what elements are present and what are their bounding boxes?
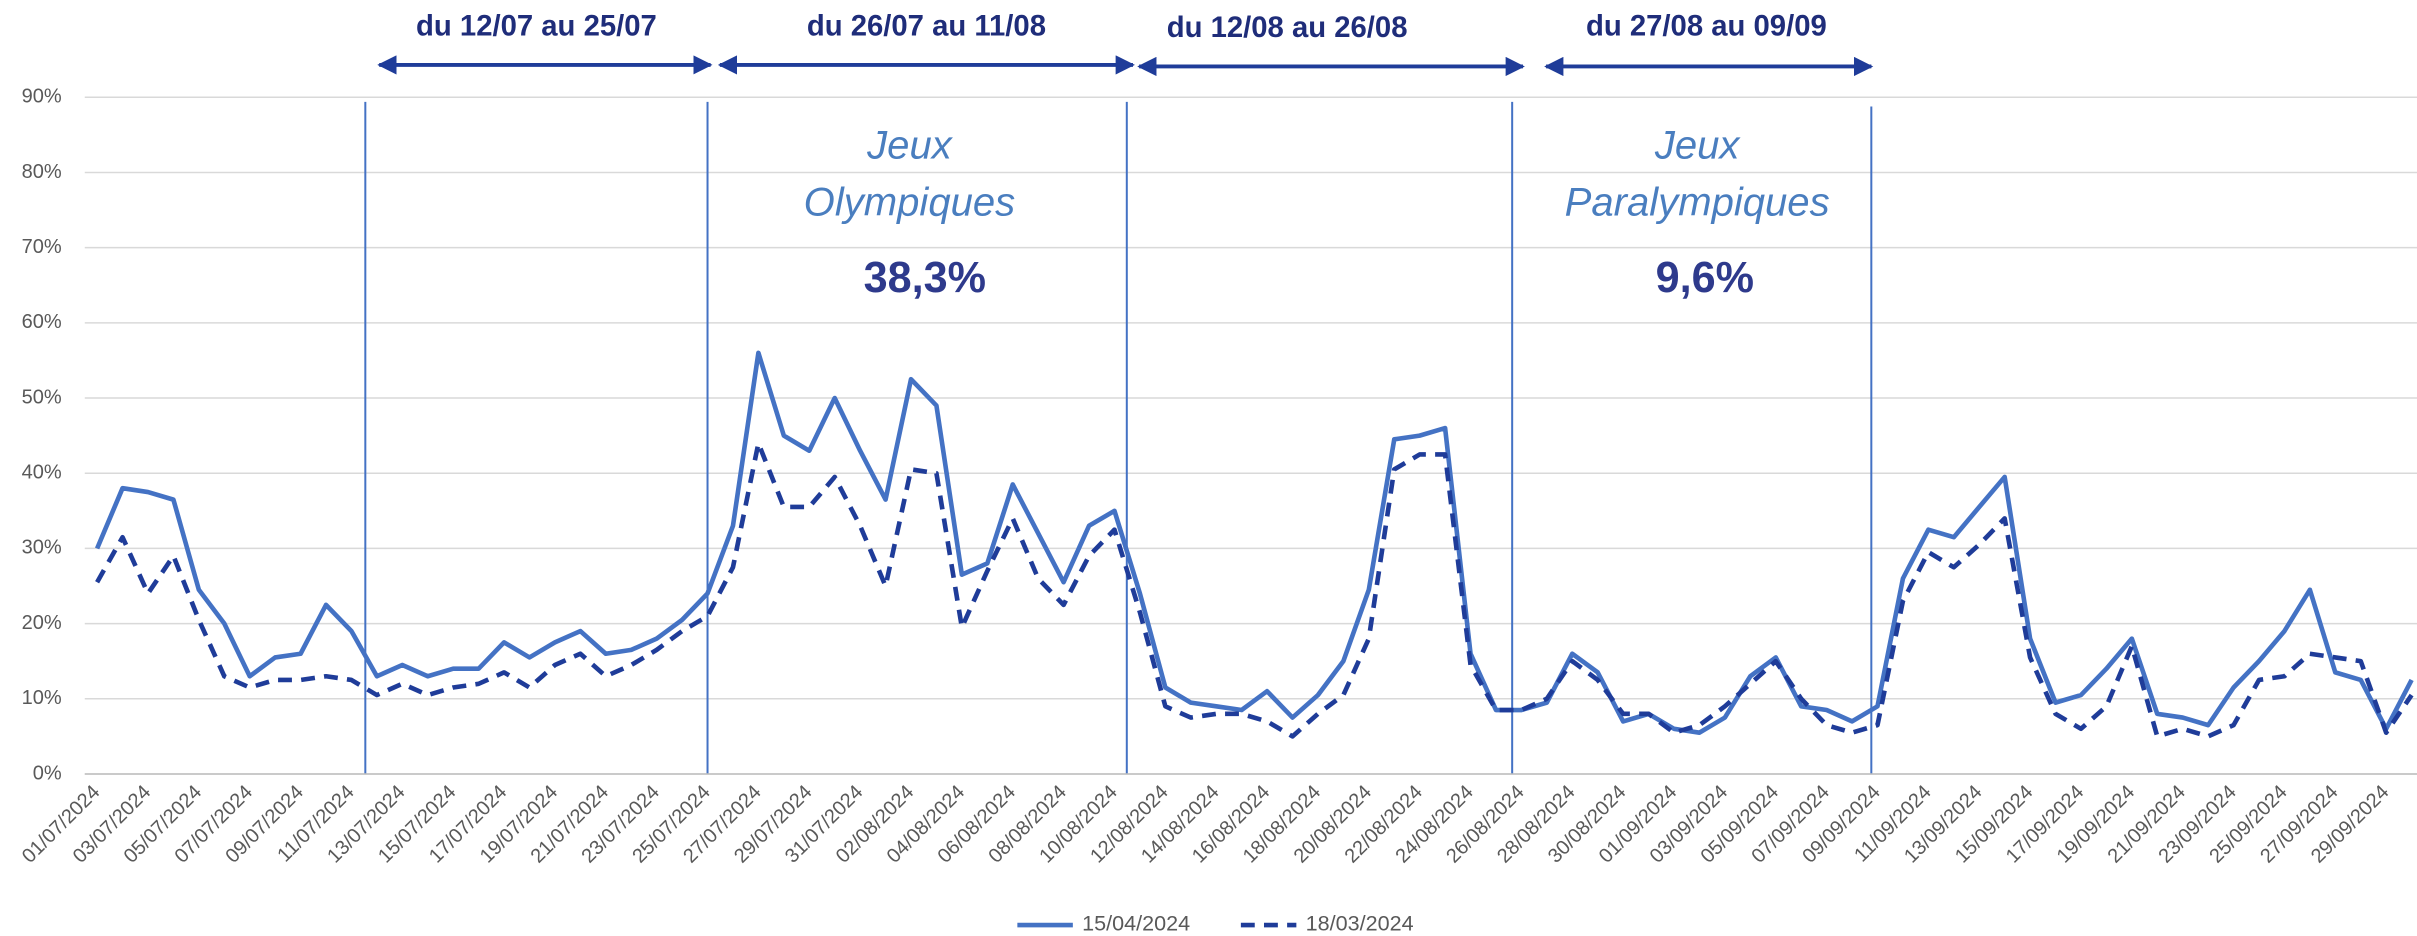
period-label: du 26/07 au 11/08 [807,10,1046,43]
annotation-text: Olympiques [804,181,1016,225]
grid [84,96,2417,775]
y-tick-label: 0% [33,762,62,784]
y-tick-label: 10% [22,687,62,709]
annotation-value: 38,3% [864,254,986,302]
y-tick-label: 40% [22,462,62,484]
legend-label: 15/04/2024 [1082,911,1190,936]
period-label: du 12/08 au 26/08 [1167,11,1408,44]
y-tick-label: 20% [22,612,62,634]
period-label: du 27/08 au 09/09 [1586,10,1827,43]
period-dividers [364,101,1873,774]
y-tick-label: 50% [22,386,62,408]
line-series [95,440,2414,739]
y-tick-label: 60% [22,311,62,333]
y-tick-label: 80% [22,161,62,183]
annotation-text: Jeux [866,124,954,168]
line-series [94,350,2414,735]
legend-label: 18/03/2024 [1306,911,1414,936]
period-label: du 12/07 au 25/07 [416,10,657,43]
y-tick-label: 30% [22,537,62,559]
period-arrows [377,55,1874,77]
y-tick-label: 70% [22,236,62,258]
annotation-text: Jeux [1654,124,1742,168]
annotation-value: 9,6% [1656,254,1754,302]
annotation-text: Paralympiques [1565,181,1830,225]
y-tick-label: 90% [22,86,62,108]
